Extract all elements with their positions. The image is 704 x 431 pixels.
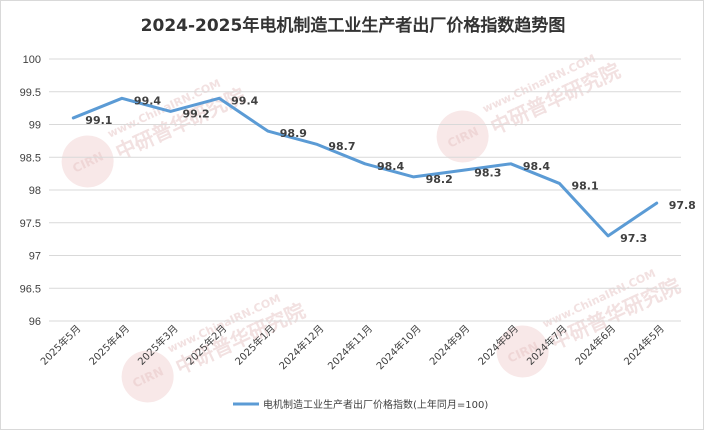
series-line [71, 96, 659, 238]
y-tick-label: 98.5 [20, 152, 41, 164]
data-label: 99.1 [85, 114, 112, 127]
x-tick-label: 2025年5月 [38, 322, 84, 368]
data-labels: 99.1 99.4 99.2 99.4 98.9 98.7 98.4 98.2 98.3 98.4… [85, 94, 696, 245]
x-tick-label: 2024年10月 [373, 322, 423, 372]
watermark-logo-circle [496, 325, 549, 378]
y-tick-label: 97.5 [20, 218, 41, 230]
data-label: 98.3 [474, 166, 501, 179]
legend: 电机制造工业生产者出厂价格指数(上年同月=100) [233, 398, 488, 411]
data-label: 99.2 [183, 107, 210, 120]
data-label: 98.7 [328, 140, 355, 153]
x-tick-label: 2024年9月 [427, 322, 473, 368]
legend-label: 电机制造工业生产者出厂价格指数(上年同月=100) [263, 398, 488, 411]
y-tick-label: 99 [29, 120, 41, 132]
data-label: 98.4 [377, 160, 404, 173]
x-tick-label: 2024年11月 [325, 322, 375, 372]
y-axis: 96 96.5 97 97.5 98 98.5 99 99.5 100 [20, 54, 41, 328]
data-label: 98.4 [523, 160, 550, 173]
data-label: 98.2 [426, 173, 453, 186]
y-tick-label: 100 [23, 54, 41, 66]
data-label: 99.4 [231, 94, 258, 107]
y-tick-label: 96 [29, 316, 41, 328]
series-layer [71, 96, 659, 238]
data-label: 98.1 [571, 179, 598, 192]
gridlines [49, 58, 681, 322]
data-label: 97.8 [669, 199, 696, 212]
watermark-logo-circle [61, 135, 114, 188]
data-label: 98.9 [280, 127, 307, 140]
y-tick-label: 98 [29, 185, 41, 197]
chart-title: 2024-2025年电机制造工业生产者出厂价格指数趋势图 [141, 15, 566, 36]
data-label: 99.4 [134, 94, 161, 107]
watermark-logo-circle [121, 350, 174, 403]
watermark-logo-circle [436, 110, 489, 163]
x-tick-label: 2025年4月 [86, 322, 132, 368]
y-tick-label: 97 [29, 251, 41, 263]
y-tick-label: 96.5 [20, 283, 41, 295]
y-tick-label: 99.5 [20, 87, 41, 99]
data-label: 97.3 [620, 232, 647, 245]
x-tick-label: 2024年5月 [621, 322, 667, 368]
